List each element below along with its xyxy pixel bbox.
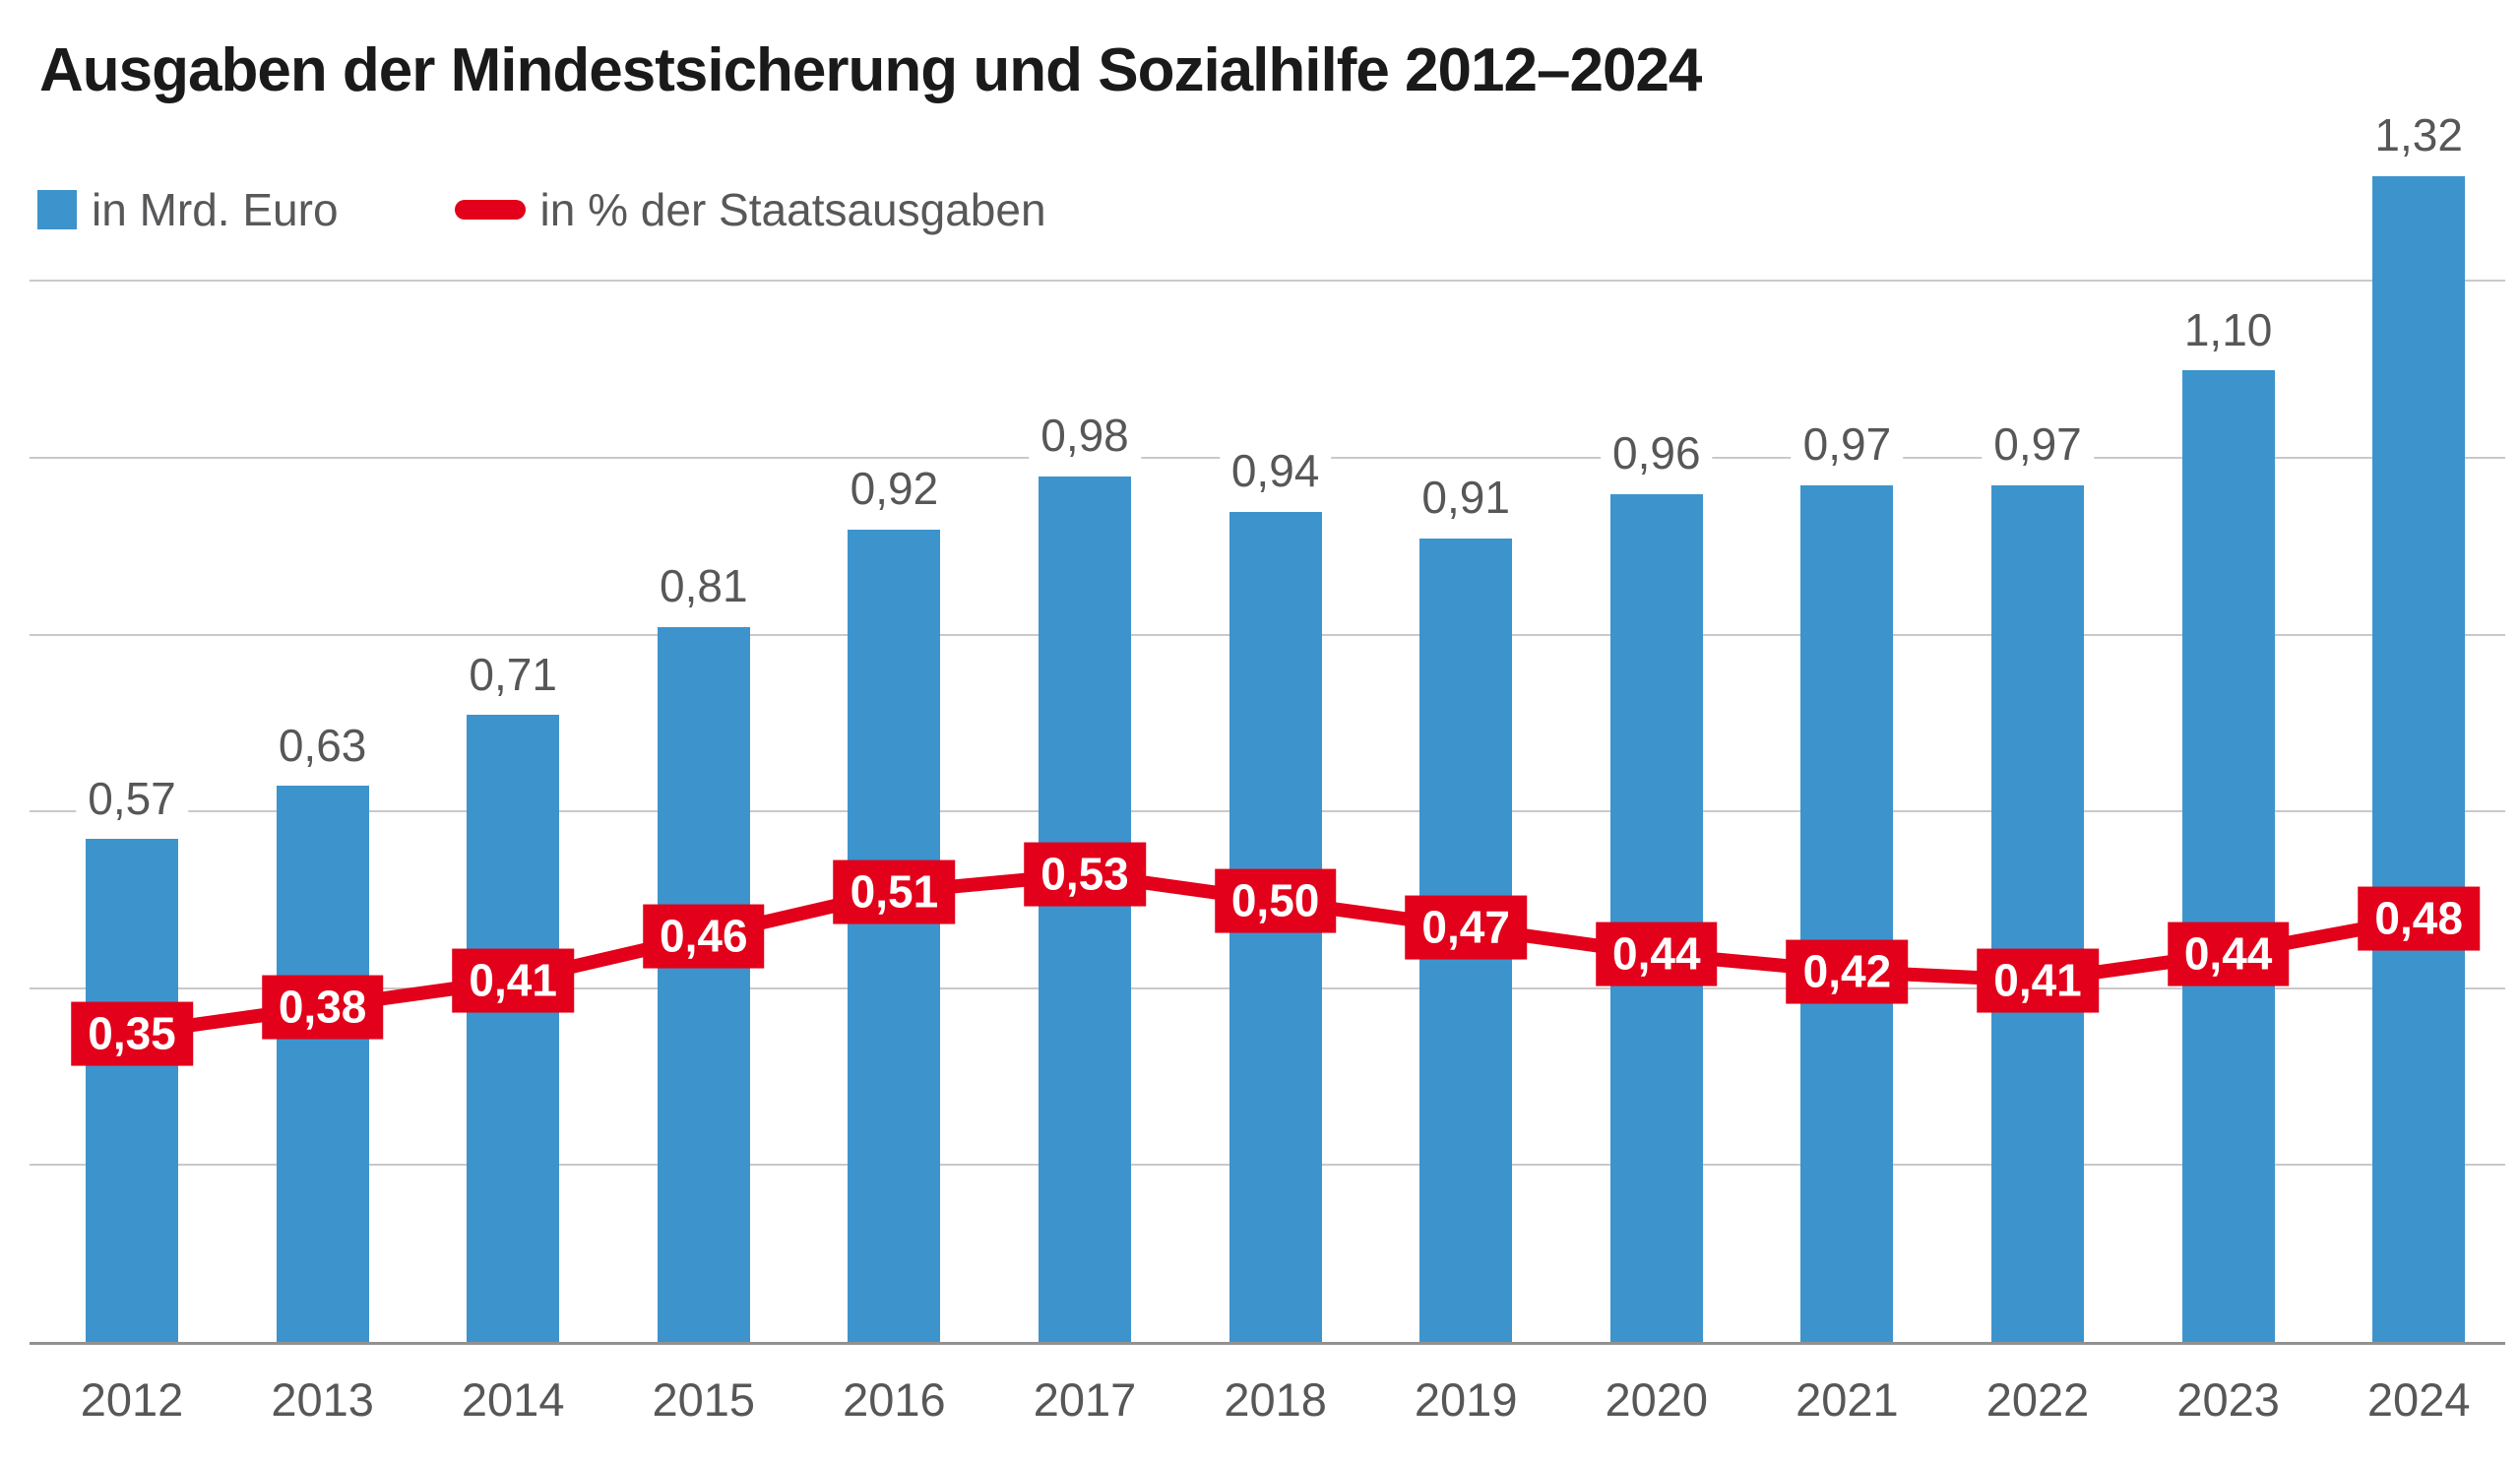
chart-title: Ausgaben der Mindestsicherung und Sozial… [39, 36, 1702, 104]
line-label-2022: 0,41 [1977, 948, 2099, 1013]
bar-2023 [2181, 370, 2275, 1343]
bar-value-2021: 0,97 [1791, 419, 1904, 470]
bar-value-2013: 0,63 [266, 721, 379, 771]
bar-value-2015: 0,81 [648, 561, 760, 611]
line-label-2019: 0,47 [1405, 895, 1527, 960]
x-tick-2019: 2019 [1414, 1373, 1518, 1426]
chart-area: 0,57 0,63 0,71 0,81 0,92 0,98 0,94 0,91 0,96 0,97… [30, 98, 2505, 1426]
line-label-2013: 0,38 [261, 975, 384, 1040]
bar-value-2020: 0,96 [1601, 428, 1713, 478]
legend-item-bars: in Mrd. Euro [37, 183, 339, 236]
bar-2013 [276, 786, 369, 1343]
line-label-2017: 0,53 [1024, 842, 1146, 907]
x-tick-2016: 2016 [843, 1373, 946, 1426]
bar-swatch-icon [37, 190, 77, 229]
line-label-2012: 0,35 [71, 1001, 193, 1066]
line-series [125, 867, 2426, 1041]
line-label-2024: 0,48 [2358, 886, 2480, 951]
line-swatch-icon [454, 200, 526, 220]
bar-2017 [1039, 476, 1131, 1343]
legend-label-line: in % der Staatsausgaben [539, 184, 1046, 235]
bar-2012 [86, 839, 178, 1343]
legend-label-bars: in Mrd. Euro [92, 184, 339, 235]
bar-2022 [1991, 484, 2084, 1343]
bar-value-2019: 0,91 [1410, 473, 1522, 523]
gridline-1,20 [30, 280, 2505, 283]
x-tick-2022: 2022 [1985, 1373, 2090, 1426]
x-tick-2020: 2020 [1605, 1373, 1709, 1426]
bar-value-2017: 0,98 [1029, 411, 1141, 461]
line-label-2020: 0,44 [1596, 922, 1718, 986]
bar-value-2014: 0,71 [457, 650, 569, 700]
legend-item-line: in % der Staatsausgaben [454, 183, 1046, 236]
bar-value-2018: 0,94 [1219, 446, 1332, 496]
x-tick-2017: 2017 [1033, 1373, 1137, 1426]
line-label-2014: 0,41 [452, 948, 574, 1013]
bar-2020 [1609, 493, 1703, 1343]
bar-2021 [1800, 484, 1894, 1343]
bar-value-2023: 1,10 [2172, 305, 2285, 355]
bar-2024 [2372, 175, 2466, 1343]
bar-value-2024: 1,32 [2362, 110, 2475, 160]
bar-2016 [848, 529, 941, 1343]
bar-value-2016: 0,92 [838, 464, 951, 514]
x-tick-2021: 2021 [1796, 1373, 1899, 1426]
bar-value-2012: 0,57 [76, 773, 188, 824]
legend: in Mrd. Euro in % der Staatsausgaben [37, 183, 1046, 236]
x-tick-2015: 2015 [652, 1373, 756, 1426]
line-label-2023: 0,44 [2167, 922, 2290, 986]
x-tick-2024: 2024 [2366, 1373, 2471, 1426]
x-tick-2023: 2023 [2176, 1373, 2280, 1426]
x-axis-line [30, 1342, 2505, 1345]
x-tick-2018: 2018 [1224, 1373, 1327, 1426]
bar-2014 [467, 715, 560, 1343]
line-label-2016: 0,51 [833, 859, 956, 924]
x-tick-2012: 2012 [80, 1373, 184, 1426]
line-label-2021: 0,42 [1786, 939, 1909, 1004]
line-label-2018: 0,50 [1214, 868, 1337, 933]
bar-2015 [657, 626, 750, 1343]
bar-value-2022: 0,97 [1982, 419, 2094, 470]
line-label-2015: 0,46 [643, 904, 765, 969]
x-tick-2013: 2013 [271, 1373, 374, 1426]
x-tick-2014: 2014 [461, 1373, 565, 1426]
